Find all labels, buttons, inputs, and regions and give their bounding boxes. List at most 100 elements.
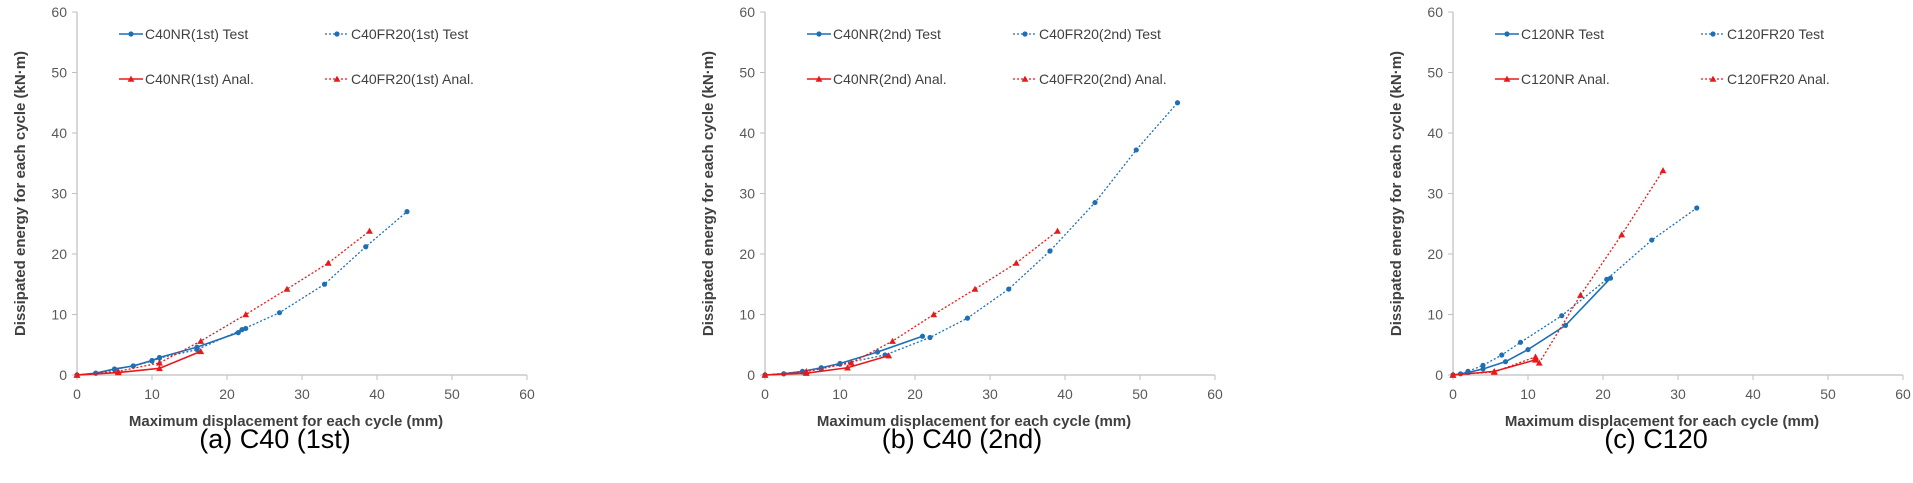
data-point: [239, 327, 245, 333]
legend-label: C120NR Anal.: [1521, 71, 1610, 87]
series-line: [764, 102, 1178, 376]
legend-item: C120NR Test: [1495, 26, 1604, 42]
data-point: [197, 348, 205, 355]
chart-panel-3: 0 10 20 30 40 50 60 0 10 20 30 40 50 60 Maximum displa…: [1388, 4, 1911, 454]
series-line: [1452, 170, 1664, 376]
data-point: [885, 352, 893, 359]
y-tick-label: 10: [1427, 307, 1443, 323]
data-point: [324, 259, 332, 266]
y-tick-label: 40: [1427, 125, 1443, 141]
data-point: [1562, 322, 1569, 328]
series-line: [76, 230, 370, 376]
data-point: [1604, 276, 1610, 283]
y-tick-label: 30: [51, 186, 67, 202]
series-line: [764, 354, 889, 376]
legend-item: C40FR20(1st) Anal.: [325, 71, 474, 87]
data-point: [366, 227, 373, 234]
x-tick-label: 50: [444, 386, 460, 402]
series-anal-dotted: [73, 227, 373, 378]
y-tick-label: 0: [1435, 367, 1443, 383]
data-point: [1525, 346, 1531, 353]
legend-label: C40FR20(1st) Anal.: [351, 71, 474, 87]
y-tick-label: 60: [51, 4, 67, 20]
figure-caption: (a) C40 (1st): [199, 424, 351, 454]
legend-swatch-marker: [1709, 75, 1717, 82]
x-tick-label: 20: [219, 386, 235, 402]
legend-swatch-marker: [1504, 31, 1510, 37]
data-point: [1092, 199, 1098, 206]
x-tick-label: 0: [1449, 386, 1457, 402]
legend-swatch-marker: [816, 31, 822, 37]
legend-swatch-marker: [1022, 31, 1028, 37]
data-point: [1532, 353, 1539, 360]
legend-item: C40FR20(2nd) Anal.: [1013, 71, 1167, 87]
legend-item: C120NR Anal.: [1495, 71, 1610, 87]
data-point: [283, 285, 291, 292]
series-test-solid: [762, 333, 926, 378]
legend-label: C40NR(1st) Anal.: [145, 71, 254, 87]
data-point: [802, 367, 810, 375]
x-tick-label: 40: [1745, 386, 1761, 402]
x-axis-title: Maximum displacement for each cycle (mm): [1505, 413, 1819, 430]
legend-swatch-marker: [128, 31, 134, 37]
data-point: [930, 311, 938, 318]
legend-label: C40NR(2nd) Test: [833, 26, 941, 42]
legend-swatch-marker: [333, 75, 341, 82]
data-point: [1499, 352, 1505, 358]
y-tick-label: 60: [739, 4, 755, 20]
x-tick-label: 30: [294, 386, 310, 402]
data-point: [889, 337, 896, 344]
data-point: [761, 371, 769, 378]
data-point: [194, 346, 200, 353]
data-point: [1480, 366, 1486, 372]
data-point: [1449, 371, 1457, 378]
x-tick-label: 30: [982, 386, 998, 402]
series-line: [76, 211, 408, 376]
y-tick-label: 10: [51, 307, 67, 323]
data-point: [1006, 286, 1012, 292]
data-point: [276, 310, 283, 316]
y-axis-title: Dissipated energy for each cycle (kN·m): [12, 51, 29, 336]
legend-label: C120FR20 Test: [1727, 26, 1824, 42]
data-point: [156, 355, 163, 361]
data-point: [197, 337, 205, 344]
x-tick-label: 40: [1057, 386, 1073, 402]
y-tick-label: 50: [739, 65, 755, 81]
legend-item: C40NR(1st) Anal.: [119, 71, 254, 87]
legend-item: C40NR(2nd) Anal.: [807, 71, 947, 87]
x-tick-label: 60: [1895, 386, 1911, 402]
figure-caption: (c) C120: [1604, 424, 1708, 454]
legend: C40NR(2nd) Test C40FR20(2nd) Test C40NR(2n…: [807, 26, 1167, 87]
data-point: [971, 285, 979, 292]
series-test-dotted: [1450, 205, 1700, 378]
legend-swatch-marker: [334, 31, 340, 37]
data-point: [1577, 291, 1584, 298]
x-tick-label: 10: [1520, 386, 1536, 402]
chart-panel-2: 0 10 20 30 40 50 60 0 10 20 30 40 50 60 Maximum displa…: [700, 4, 1223, 454]
y-tick-label: 40: [51, 125, 67, 141]
data-point: [73, 371, 81, 378]
legend-item: C40FR20(1st) Test: [325, 26, 468, 42]
y-tick-label: 0: [747, 367, 755, 383]
y-tick-label: 50: [51, 65, 67, 81]
series-test-dotted: [762, 100, 1181, 378]
data-point: [1054, 227, 1061, 234]
y-tick-label: 20: [1427, 246, 1443, 262]
data-point: [1502, 359, 1509, 365]
series-line: [1452, 207, 1698, 376]
data-point: [1174, 100, 1181, 106]
legend-item: C40NR(2nd) Test: [807, 26, 941, 42]
legend-swatch-marker: [815, 75, 823, 82]
data-point: [1012, 259, 1020, 266]
data-point: [404, 209, 410, 215]
data-point: [114, 367, 122, 375]
legend-label: C40FR20(2nd) Test: [1039, 26, 1161, 42]
data-point: [149, 358, 155, 364]
x-axis-title: Maximum displacement for each cycle (mm): [817, 413, 1131, 430]
data-point: [964, 315, 971, 321]
legend-swatch-marker: [127, 75, 135, 82]
data-point: [1649, 237, 1655, 243]
data-point: [363, 244, 369, 250]
legend-label: C120NR Test: [1521, 26, 1604, 42]
data-point: [927, 334, 933, 341]
